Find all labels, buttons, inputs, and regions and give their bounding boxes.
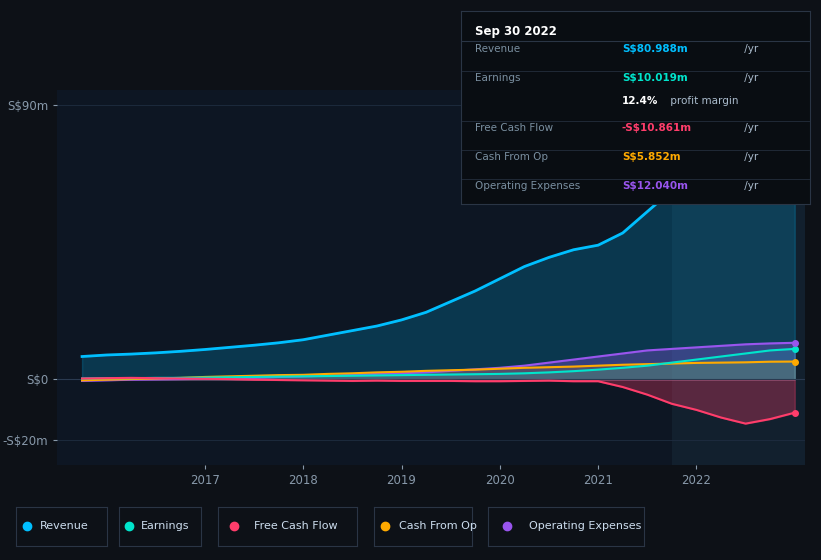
Text: S$80.988m: S$80.988m <box>622 44 688 54</box>
Text: Cash From Op: Cash From Op <box>399 521 477 531</box>
Text: S$10.019m: S$10.019m <box>622 73 688 83</box>
Text: Operating Expenses: Operating Expenses <box>529 521 641 531</box>
Text: Earnings: Earnings <box>140 521 189 531</box>
Text: Revenue: Revenue <box>40 521 89 531</box>
Text: profit margin: profit margin <box>667 96 739 106</box>
Text: /yr: /yr <box>741 181 758 191</box>
Text: S$12.040m: S$12.040m <box>622 181 688 191</box>
Text: Free Cash Flow: Free Cash Flow <box>475 123 553 133</box>
Text: /yr: /yr <box>741 73 758 83</box>
Text: Earnings: Earnings <box>475 73 521 83</box>
Text: -S$10.861m: -S$10.861m <box>622 123 692 133</box>
Text: Free Cash Flow: Free Cash Flow <box>254 521 337 531</box>
Text: S$5.852m: S$5.852m <box>622 152 681 162</box>
Text: Operating Expenses: Operating Expenses <box>475 181 580 191</box>
Text: Revenue: Revenue <box>475 44 521 54</box>
Text: /yr: /yr <box>741 44 758 54</box>
Text: Cash From Op: Cash From Op <box>475 152 548 162</box>
Text: /yr: /yr <box>741 123 758 133</box>
Bar <box>672 90 805 465</box>
Text: 12.4%: 12.4% <box>622 96 658 106</box>
Text: Sep 30 2022: Sep 30 2022 <box>475 25 557 38</box>
Text: /yr: /yr <box>741 152 758 162</box>
